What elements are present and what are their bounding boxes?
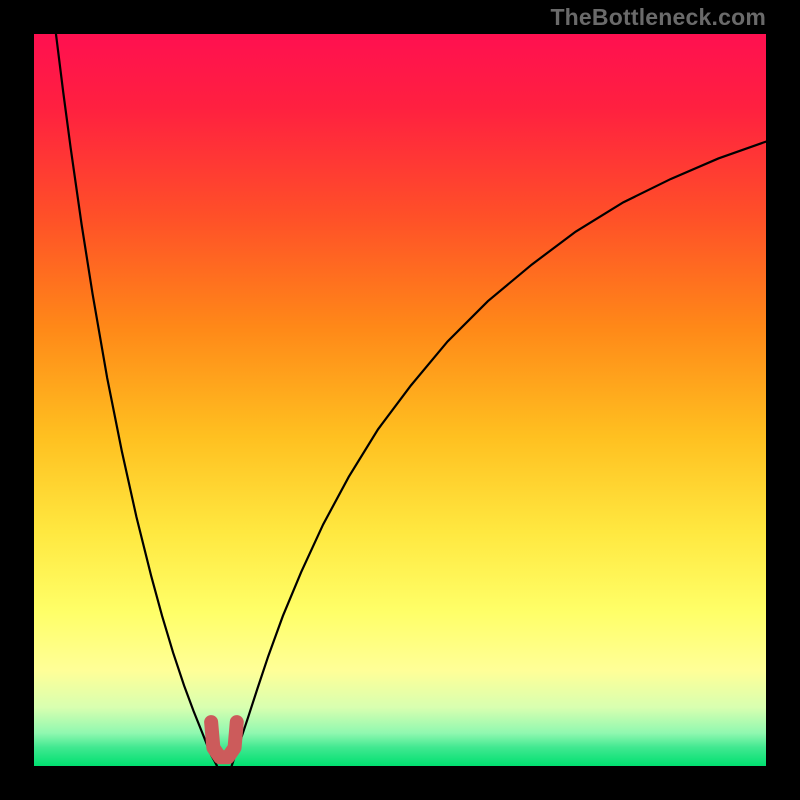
chart-svg bbox=[34, 34, 766, 766]
figure-container: TheBottleneck.com bbox=[0, 0, 800, 800]
watermark-text: TheBottleneck.com bbox=[550, 4, 766, 31]
plot-area bbox=[34, 34, 766, 766]
